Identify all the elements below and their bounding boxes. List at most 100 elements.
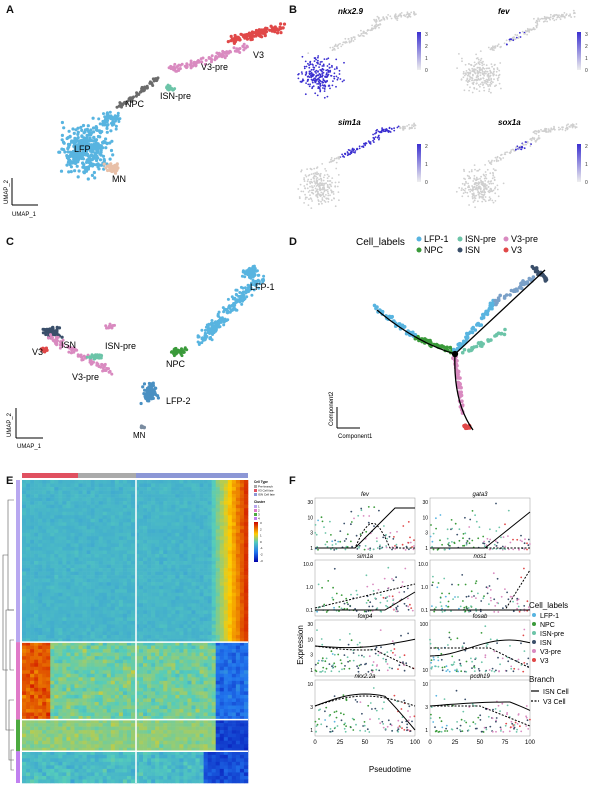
heatmap-cell: [74, 480, 79, 484]
cell-point: [304, 198, 307, 200]
heatmap-cell: [235, 543, 241, 548]
cell-point: [494, 46, 497, 49]
cell-point-v3pre: [245, 45, 249, 49]
heatmap-cell: [50, 511, 55, 516]
heatmap-cell: [126, 518, 132, 523]
cell-point: [483, 89, 486, 92]
cell-point-lfp: [69, 165, 73, 169]
heatmap-cell: [223, 515, 229, 520]
heatmap-cell: [159, 561, 164, 565]
cell-point: [321, 193, 324, 196]
heatmap-cell: [78, 557, 83, 562]
heatmap-cell: [42, 553, 47, 558]
heatmap-cell: [155, 539, 160, 544]
cell-point-isn: [60, 335, 64, 339]
heatmap-cell: [235, 575, 241, 579]
cell-point-lfp1: [261, 277, 265, 281]
cell-point-lfp: [80, 128, 84, 132]
cell-point: [484, 196, 487, 198]
heatmap-cell: [195, 487, 200, 491]
heatmap-cell: [223, 518, 229, 523]
heatmap-cell: [215, 539, 221, 544]
cell-point-lfp: [65, 154, 69, 158]
heatmap-cell: [179, 518, 184, 523]
heatmap-cell: [26, 522, 31, 527]
cell-point-npc: [120, 102, 124, 106]
heatmap-cell: [94, 557, 99, 562]
cell-point-v3pre: [69, 346, 73, 350]
heatmap-cell: [26, 490, 31, 495]
heatmap-cell: [118, 525, 124, 530]
heatmap-cell: [74, 568, 79, 572]
heatmap-cell: [159, 539, 164, 544]
cell-point-v3: [263, 34, 267, 38]
heatmap-cell: [159, 522, 164, 527]
cell-point: [333, 197, 335, 199]
cell-point: [476, 188, 479, 191]
cell-point: [462, 71, 465, 73]
heatmap-cell: [82, 564, 87, 569]
heatmap-cell: [147, 480, 152, 484]
cell-point-lfp: [95, 145, 99, 149]
heatmap-cell: [239, 515, 245, 520]
cell-point-isnpre: [100, 354, 104, 358]
cell-point-lfp: [111, 115, 115, 119]
heatmap-cell: [195, 557, 200, 562]
cell-point: [482, 173, 485, 176]
heatmap-cell: [94, 539, 99, 544]
heatmap-cell: [155, 550, 160, 555]
heatmap-cell: [58, 504, 63, 509]
cell-point: [478, 90, 481, 92]
heatmap-cell: [22, 497, 27, 502]
heatmap-cell: [86, 511, 91, 516]
cell-point: [353, 36, 355, 39]
heatmap-cell: [118, 557, 124, 562]
heatmap-cell: [26, 525, 31, 530]
cell-point: [494, 186, 497, 189]
heatmap-cell: [94, 550, 99, 555]
cell-point: [317, 200, 320, 202]
heatmap-cell: [86, 490, 91, 495]
heatmap-cell: [211, 501, 217, 505]
heatmap-cell: [78, 490, 83, 495]
heatmap-cell: [58, 480, 63, 484]
cell-point: [317, 74, 319, 77]
axis-d-x-label: Component1: [338, 434, 373, 440]
heatmap-cell: [195, 497, 200, 502]
heatmap-cell: [54, 494, 59, 498]
heatmap-cell: [54, 578, 59, 583]
heatmap-cell: [187, 568, 192, 572]
cell-point: [494, 156, 497, 159]
heatmap-cell: [102, 575, 108, 579]
cell-point: [474, 168, 476, 171]
cell-point-isn: [57, 326, 62, 330]
heatmap-cell: [143, 480, 148, 484]
heatmap-cell: [70, 529, 75, 534]
cell-point: [487, 72, 490, 75]
cell-point-v3pre: [241, 44, 245, 48]
cell-point: [321, 182, 323, 185]
heatmap-cell: [191, 568, 196, 572]
cell-point: [310, 74, 313, 77]
heatmap-cell: [143, 518, 148, 523]
cell-point: [330, 157, 333, 159]
cell-point: [323, 186, 325, 189]
cell-point: [345, 40, 347, 43]
heatmap-cell: [211, 557, 217, 562]
cell-point: [309, 182, 312, 185]
cell-point: [474, 63, 477, 66]
heatmap-cell: [74, 501, 79, 505]
heatmap-cell: [159, 518, 164, 523]
cell-point-lfp: [82, 136, 86, 140]
heatmap-cell: [187, 536, 192, 541]
heatmap-cell: [155, 543, 160, 548]
heatmap-cell: [34, 480, 39, 484]
cell-point: [461, 195, 464, 198]
heatmap-cell: [223, 561, 229, 565]
cell-point: [322, 65, 325, 67]
cell-point: [389, 15, 392, 18]
heatmap-cell: [211, 525, 217, 530]
cell-point-npc: [448, 345, 453, 350]
heatmap-cell: [74, 553, 79, 558]
heatmap-cell: [191, 546, 196, 551]
